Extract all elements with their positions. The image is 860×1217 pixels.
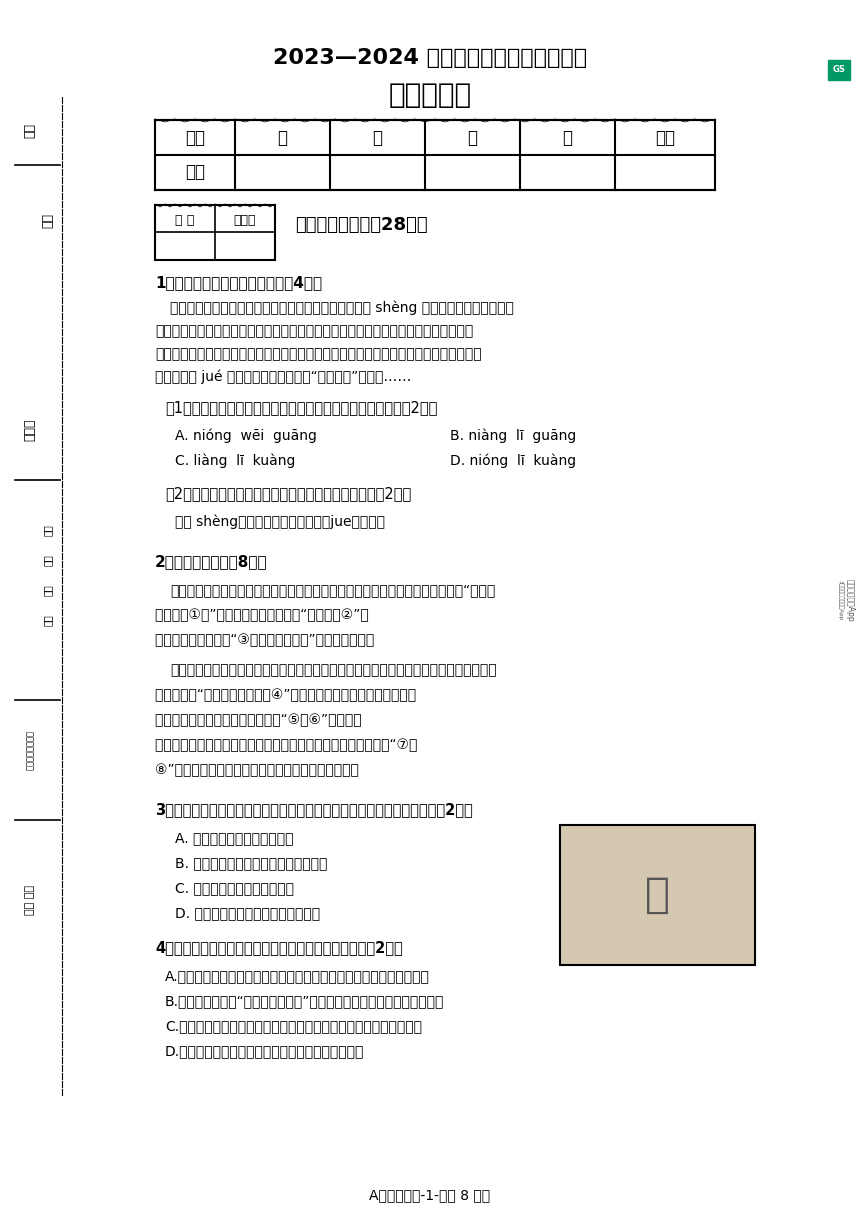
Text: 诗歌是中华文化宝库中的瑙璐明珠，字里行间透出人生百味：我们能从杜甫的《江南: 诗歌是中华文化宝库中的瑙璐明珠，字里行间透出人生百味：我们能从杜甫的《江南 — [170, 663, 496, 677]
Text: 3、古人讲究诗画合一。为下面的画作配上诗句，最恰当的一项是（　）（2分）: 3、古人讲究诗画合一。为下面的画作配上诗句，最恰当的一项是（ ）（2分） — [155, 802, 473, 818]
Text: 中华传统文化博大精深。半部《论语》治天下，仁爱礼义万古传：我们会以“有朋自: 中华传统文化博大精深。半部《论语》治天下，仁爱礼义万古传：我们会以“有朋自 — [170, 583, 495, 598]
Text: 评卷 扮副: 评卷 扮副 — [25, 885, 35, 915]
Text: 姓名: 姓名 — [43, 615, 53, 626]
Text: 一: 一 — [278, 129, 287, 146]
Text: 三: 三 — [468, 129, 477, 146]
Text: A. 床前明月光，疑是地上霜。: A. 床前明月光，疑是地上霜。 — [175, 831, 293, 845]
Text: GS: GS — [832, 66, 845, 74]
Text: 响曲，一家人温馨地解决数步时的分歧，彰显了中华民族尊老爱幼的美德，双腿瘀痪的史: 响曲，一家人温馨地解决数步时的分歧，彰显了中华民族尊老爱幼的美德，双腿瘀痪的史 — [155, 347, 482, 361]
Text: 中封: 中封 — [23, 123, 36, 138]
Text: 美不 shèng（　）收　　　　　　　jue（　）别: 美不 shèng（ ）收 jue（ ）别 — [175, 515, 385, 529]
Text: B. 可怏九月初三夜，露似真珠月似弓。: B. 可怏九月初三夜，露似真珠月似弓。 — [175, 856, 328, 870]
Text: A七年级语文-1-（共 8 页）: A七年级语文-1-（共 8 页） — [370, 1188, 490, 1202]
Text: A. nióng  wēi  guāng: A. nióng wēi guāng — [175, 428, 316, 443]
Text: ⑧​​​​​​​​”中领略到诗人寄情于月、对朋友遥致思念之真情。: ⑧​​​​​​​​”中领略到诗人寄情于月、对朋友遥致思念之真情。 — [155, 763, 359, 776]
Text: 🧘: 🧘 — [644, 874, 669, 916]
Text: 密封线: 密封线 — [23, 419, 36, 442]
Text: 题号: 题号 — [185, 129, 205, 146]
Text: A.月色如水，瑶瑞的光与建筑整体完美地融合在一起，显得花枝招展。: A.月色如水，瑶瑞的光与建筑整体完美地融合在一起，显得花枝招展。 — [165, 969, 430, 983]
Text: C. liàng  lī  kuàng: C. liàng lī kuàng — [175, 454, 295, 469]
Text: D.这位同志说话咀咀逼人，那气势可真让人受不了。: D.这位同志说话咀咀逼人，那气势可真让人受不了。 — [165, 1044, 365, 1058]
Text: （1）依次给语段中加点的字注音，全都正确的一项是（　）（2分）: （1）依次给语段中加点的字注音，全都正确的一项是（ ）（2分） — [165, 400, 438, 415]
Text: 铁生在秋天 jué 别慌惸的母亲，领悟到“好好儿活”的真谛……: 铁生在秋天 jué 别慌惸的母亲，领悟到“好好儿活”的真谛…… — [155, 370, 411, 385]
Text: 得 分: 得 分 — [175, 213, 194, 226]
Text: 2、古诗文默写。（8分）: 2、古诗文默写。（8分） — [155, 555, 267, 570]
Text: 班级: 班级 — [43, 554, 53, 566]
Text: 一、积累与运用（28分）: 一、积累与运用（28分） — [295, 215, 427, 234]
Bar — [828, 60, 850, 80]
Text: 1、阅读下面语段，回答问题。（4分）: 1、阅读下面语段，回答问题。（4分） — [155, 275, 322, 291]
Text: 四: 四 — [562, 129, 573, 146]
Text: 请在下面的山山山: 请在下面的山山山 — [26, 730, 34, 770]
Text: 扫描全能日用App: 扫描全能日用App — [845, 578, 855, 622]
Text: C. 但愿人长久，千里共婵娿。: C. 但愿人长久，千里共婵娿。 — [175, 881, 294, 894]
Text: 二: 二 — [372, 129, 383, 146]
Text: （2）根据语境，写出下面词语中拼音所对应的汉字。（2分）: （2）根据语境，写出下面词语中拼音所对应的汉字。（2分） — [165, 487, 411, 501]
Text: 传递着春的气息，春姓咆然在民人间，夏雨热烈而狂蹁，和蛙声蛙鼓一起演奏起雨的交: 传递着春的气息，春姓咆然在民人间，夏雨热烈而狂蹁，和蛙声蛙鼓一起演奏起雨的交 — [155, 324, 473, 338]
Text: 示谦学之意；更会以“③​​​​​​​​，不亦君子乎？”表现君子之风。: 示谦学之意；更会以“③​​​​​​​​，不亦君子乎？”表现君子之风。 — [155, 633, 374, 647]
Text: 远方来，①​​​​​​​​​​？”表达欢迎之情；也会以“三人行，②​​​​​​​​”表: 远方来，①​​​​​​​​​​？”表达欢迎之情；也会以“三人行，②​​​​​​​… — [155, 608, 369, 622]
Text: B. niàng  lī  guāng: B. niàng lī guāng — [450, 428, 576, 443]
Text: 得分: 得分 — [185, 163, 205, 181]
Text: 姓名: 姓名 — [41, 213, 54, 228]
Text: 学号: 学号 — [43, 584, 53, 596]
Text: D. nióng  lī  kuàng: D. nióng lī kuàng — [450, 454, 576, 469]
Text: 评卷人: 评卷人 — [234, 213, 256, 226]
Text: 逢李龟年）“正是江南好风景，④​​​​​​​​​​”中感受到个人身世之悲与时代落幕: 逢李龟年）“正是江南好风景，④​​​​​​​​​​”中感受到个人身世之悲与时代落… — [155, 688, 416, 702]
Text: B.春光明媚，深谙“一年之计在于春”的人们早早就开始规划一年的行程。: B.春光明媚，深谙“一年之计在于春”的人们早早就开始规划一年的行程。 — [165, 994, 445, 1008]
Text: 学校: 学校 — [43, 525, 53, 535]
Text: 3亿人都在用的扫描App: 3亿人都在用的扫描App — [837, 579, 843, 621]
Text: 七年级语文: 七年级语文 — [389, 82, 471, 110]
Text: 轻轻地打开七年级上册语文课本，眼前花园锦簇、美不 shèng 收。花香在空气中酿醜，: 轻轻地打开七年级上册语文课本，眼前花园锦簇、美不 shèng 收。花香在空气中酿… — [170, 301, 514, 315]
Text: 总分: 总分 — [655, 129, 675, 146]
Text: D. 回乐锋前似雪，受降城外月如霜。: D. 回乐锋前似雪，受降城外月如霜。 — [175, 905, 320, 920]
Text: 2023—2024 学年度上期期中素质测试题: 2023—2024 学年度上期期中素质测试题 — [273, 47, 587, 68]
Text: 新旧交替之哲理；还能从李白的《闻王昌龄左迁龙标遄有此寄）“⑦​​​​​​​​，: 新旧交替之哲理；还能从李白的《闻王昌龄左迁龙标遄有此寄）“⑦​​​​​​​​， — [155, 738, 417, 752]
Text: 之叹；能从王湾的《次北固山下）“⑤​​​​​​​，⑥​​​​​​​​”中感悟出: 之叹；能从王湾的《次北固山下）“⑤​​​​​​​，⑥​​​​​​​​”中感悟出 — [155, 713, 361, 727]
Bar — [560, 825, 755, 965]
Text: 4、下列句子中，加点词语运用不恰当的一项是（　）（2分）: 4、下列句子中，加点词语运用不恰当的一项是（ ）（2分） — [155, 941, 402, 955]
Bar — [155, 204, 275, 260]
Text: C.梨花一朵栀爪上枝，就像争先偷后展开艳丽的花朵自我欣赏似的。: C.梨花一朵栀爪上枝，就像争先偷后展开艳丽的花朵自我欣赏似的。 — [165, 1019, 422, 1033]
